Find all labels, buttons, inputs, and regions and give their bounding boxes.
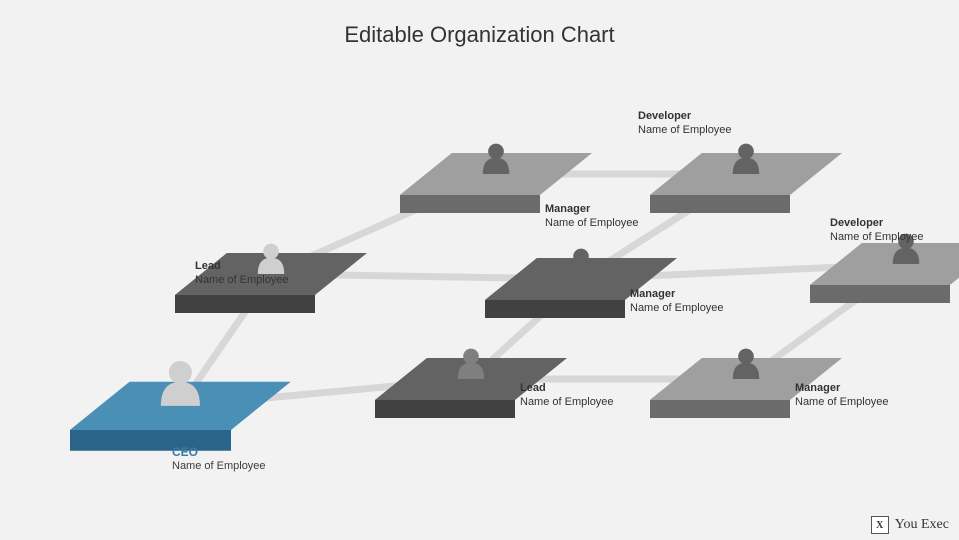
node-role: CEO [172,445,266,460]
node-label-mgr2: ManagerName of Employee [630,288,724,316]
node-role: Manager [630,288,724,302]
node-label-ceo: CEOName of Employee [172,445,266,474]
node-name: Name of Employee [638,124,732,138]
node-label-dev2: DeveloperName of Employee [830,217,924,245]
node-name: Name of Employee [172,460,266,474]
node-role: Lead [520,382,614,396]
footer-brand: X You Exec [871,516,949,534]
node-name: Name of Employee [520,396,614,410]
node-role: Developer [830,217,924,231]
brand-badge: X [871,516,889,534]
node-label-lead2: LeadName of Employee [520,382,614,410]
node-name: Name of Employee [630,302,724,316]
brand-text: You Exec [895,517,949,533]
org-node-dev1 [650,144,842,213]
node-label-mgr3: ManagerName of Employee [795,382,889,410]
node-role: Lead [195,260,289,274]
node-label-mgr1: ManagerName of Employee [545,203,639,231]
org-chart-svg [0,0,959,540]
node-name: Name of Employee [195,274,289,288]
node-role: Manager [545,203,639,217]
node-label-dev1: DeveloperName of Employee [638,110,732,138]
node-label-lead1: LeadName of Employee [195,260,289,288]
node-role: Developer [638,110,732,124]
org-node-ceo [70,361,291,451]
node-name: Name of Employee [795,396,889,410]
org-chart-canvas: Editable Organization Chart CEOName of E… [0,0,959,540]
node-name: Name of Employee [545,217,639,231]
node-name: Name of Employee [830,231,924,245]
node-role: Manager [795,382,889,396]
